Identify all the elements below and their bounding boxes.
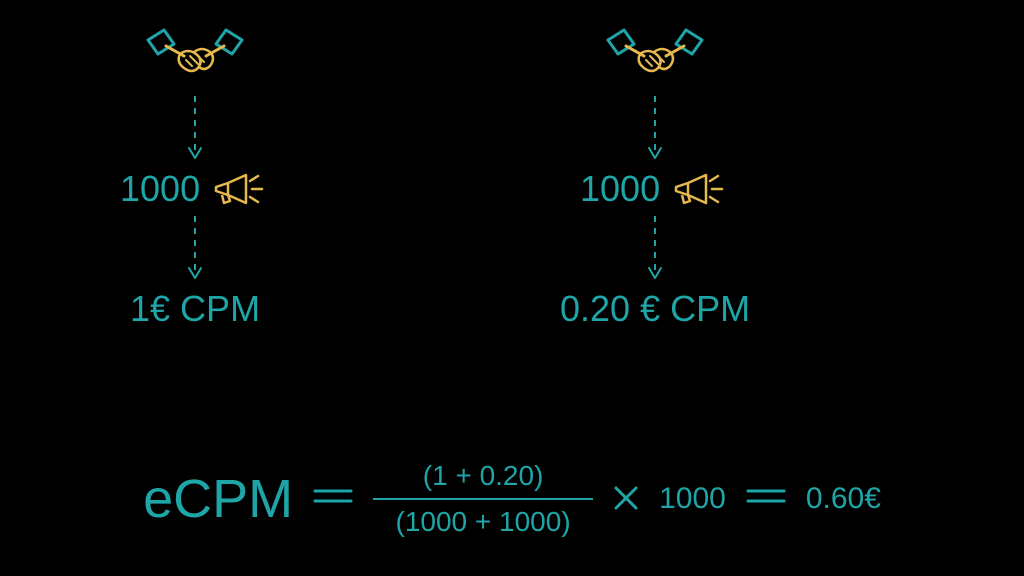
flow-left: 1000 1€ CPM [120,20,270,330]
handshake-icon [140,20,250,90]
equals-icon [746,478,786,521]
result-value: 0.60€ [806,482,881,516]
handshake-icon [600,20,710,90]
fraction-denominator: (1000 + 1000) [396,506,571,538]
cpm-value: 0.20 € CPM [560,288,750,330]
megaphone-icon [670,169,730,209]
impressions-value: 1000 [120,168,200,210]
impressions-value: 1000 [580,168,660,210]
arrow-down-icon [185,94,205,164]
arrow-down-icon [645,94,665,164]
megaphone-icon [210,169,270,209]
equals-icon [313,478,353,521]
fraction: (1 + 0.20) (1000 + 1000) [373,460,593,538]
ecpm-label: eCPM [143,468,293,530]
impressions-row: 1000 [580,168,730,210]
cpm-value: 1€ CPM [130,288,260,330]
arrow-down-icon [645,214,665,284]
impressions-row: 1000 [120,168,270,210]
ecpm-formula: eCPM (1 + 0.20) (1000 + 1000) 1000 0.60€ [0,460,1024,538]
fraction-line [373,498,593,500]
arrow-down-icon [185,214,205,284]
multiply-icon [613,478,639,521]
fraction-numerator: (1 + 0.20) [423,460,544,492]
flow-right: 1000 0.20 € CPM [560,20,750,330]
multiplier-value: 1000 [659,482,726,516]
